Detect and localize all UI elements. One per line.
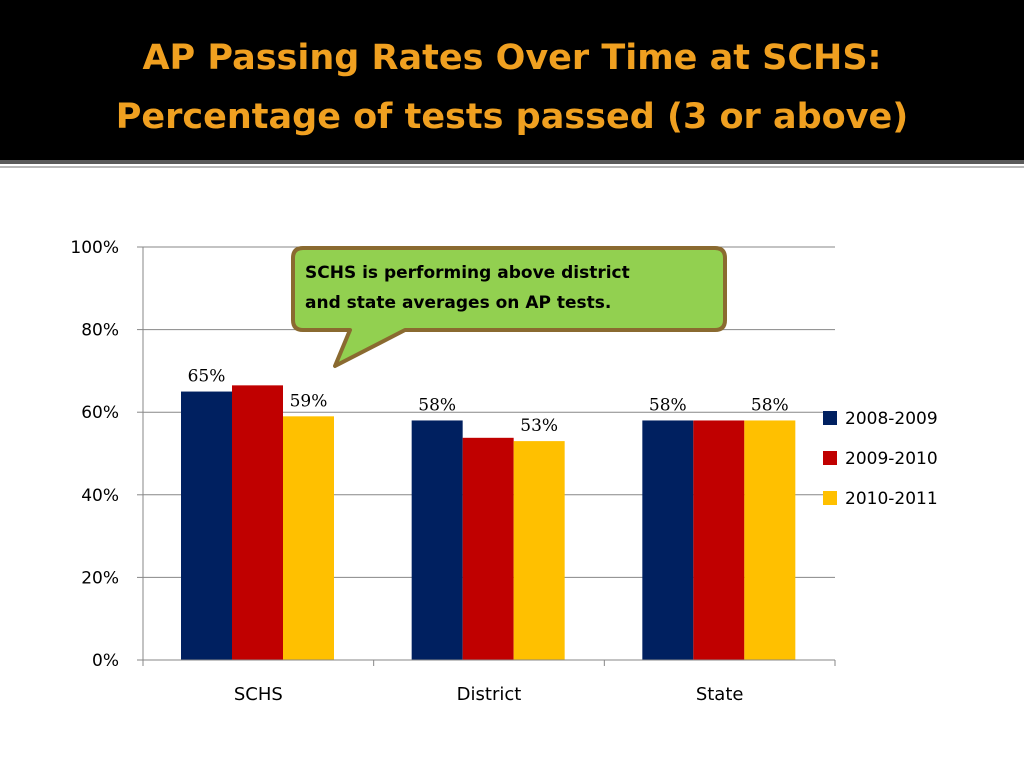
y-tick-label: 100% xyxy=(70,238,119,258)
data-label: 58% xyxy=(418,395,456,415)
y-tick-label: 0% xyxy=(92,651,119,671)
y-tick-labels: 0% 20% 40% 60% 80% 100% xyxy=(70,238,119,671)
callout-bubble: SCHS is performing above district and st… xyxy=(291,246,727,368)
legend-swatch xyxy=(823,451,837,465)
slide-title-line-2: Percentage of tests passed (3 or above) xyxy=(115,97,909,137)
category-label: State xyxy=(696,684,744,705)
bars xyxy=(181,385,796,660)
bar-2009-2010-District xyxy=(462,437,514,660)
bar-2008-2009-State xyxy=(642,420,694,660)
slide-title-line-1: AP Passing Rates Over Time at SCHS: xyxy=(142,38,882,78)
data-label: 59% xyxy=(290,391,328,411)
data-label: 65% xyxy=(188,367,226,387)
legend: 2008-2009 2009-2010 2010-2011 xyxy=(823,409,938,509)
title-rule-dark xyxy=(0,160,1024,164)
bar-2010-2011-State xyxy=(744,420,796,660)
bar-2009-2010-State xyxy=(693,420,745,660)
callout-shape xyxy=(291,246,727,368)
y-tick-label: 40% xyxy=(81,486,119,506)
data-label: 58% xyxy=(649,395,687,415)
y-tick-label: 20% xyxy=(81,568,119,588)
y-tick-label: 60% xyxy=(81,403,119,423)
axes xyxy=(142,247,835,661)
data-labels: 65% 59% 58% 53% 58% 58% xyxy=(188,367,789,437)
callout-text-line-2: and state averages on AP tests. xyxy=(305,293,611,313)
category-label: SCHS xyxy=(234,684,283,705)
data-label: 53% xyxy=(520,416,558,436)
y-tick-label: 80% xyxy=(81,321,119,341)
bar-2010-2011-SCHS xyxy=(283,416,334,660)
data-label: 58% xyxy=(751,395,789,415)
category-labels: SCHS District State xyxy=(234,684,744,705)
bar-2008-2009-SCHS xyxy=(181,391,232,660)
callout-text-line-1: SCHS is performing above district xyxy=(305,263,630,283)
bar-2010-2011-District xyxy=(513,441,565,660)
legend-swatch xyxy=(823,411,837,425)
legend-swatch xyxy=(823,491,837,505)
bar-2008-2009-District xyxy=(411,420,463,660)
title-bar xyxy=(0,0,1024,160)
category-label: District xyxy=(457,684,522,705)
legend-label: 2009-2010 xyxy=(845,449,938,469)
title-rule-light xyxy=(0,166,1024,168)
legend-label: 2010-2011 xyxy=(845,489,938,509)
bar-2009-2010-SCHS xyxy=(232,385,283,660)
legend-label: 2008-2009 xyxy=(845,409,938,429)
